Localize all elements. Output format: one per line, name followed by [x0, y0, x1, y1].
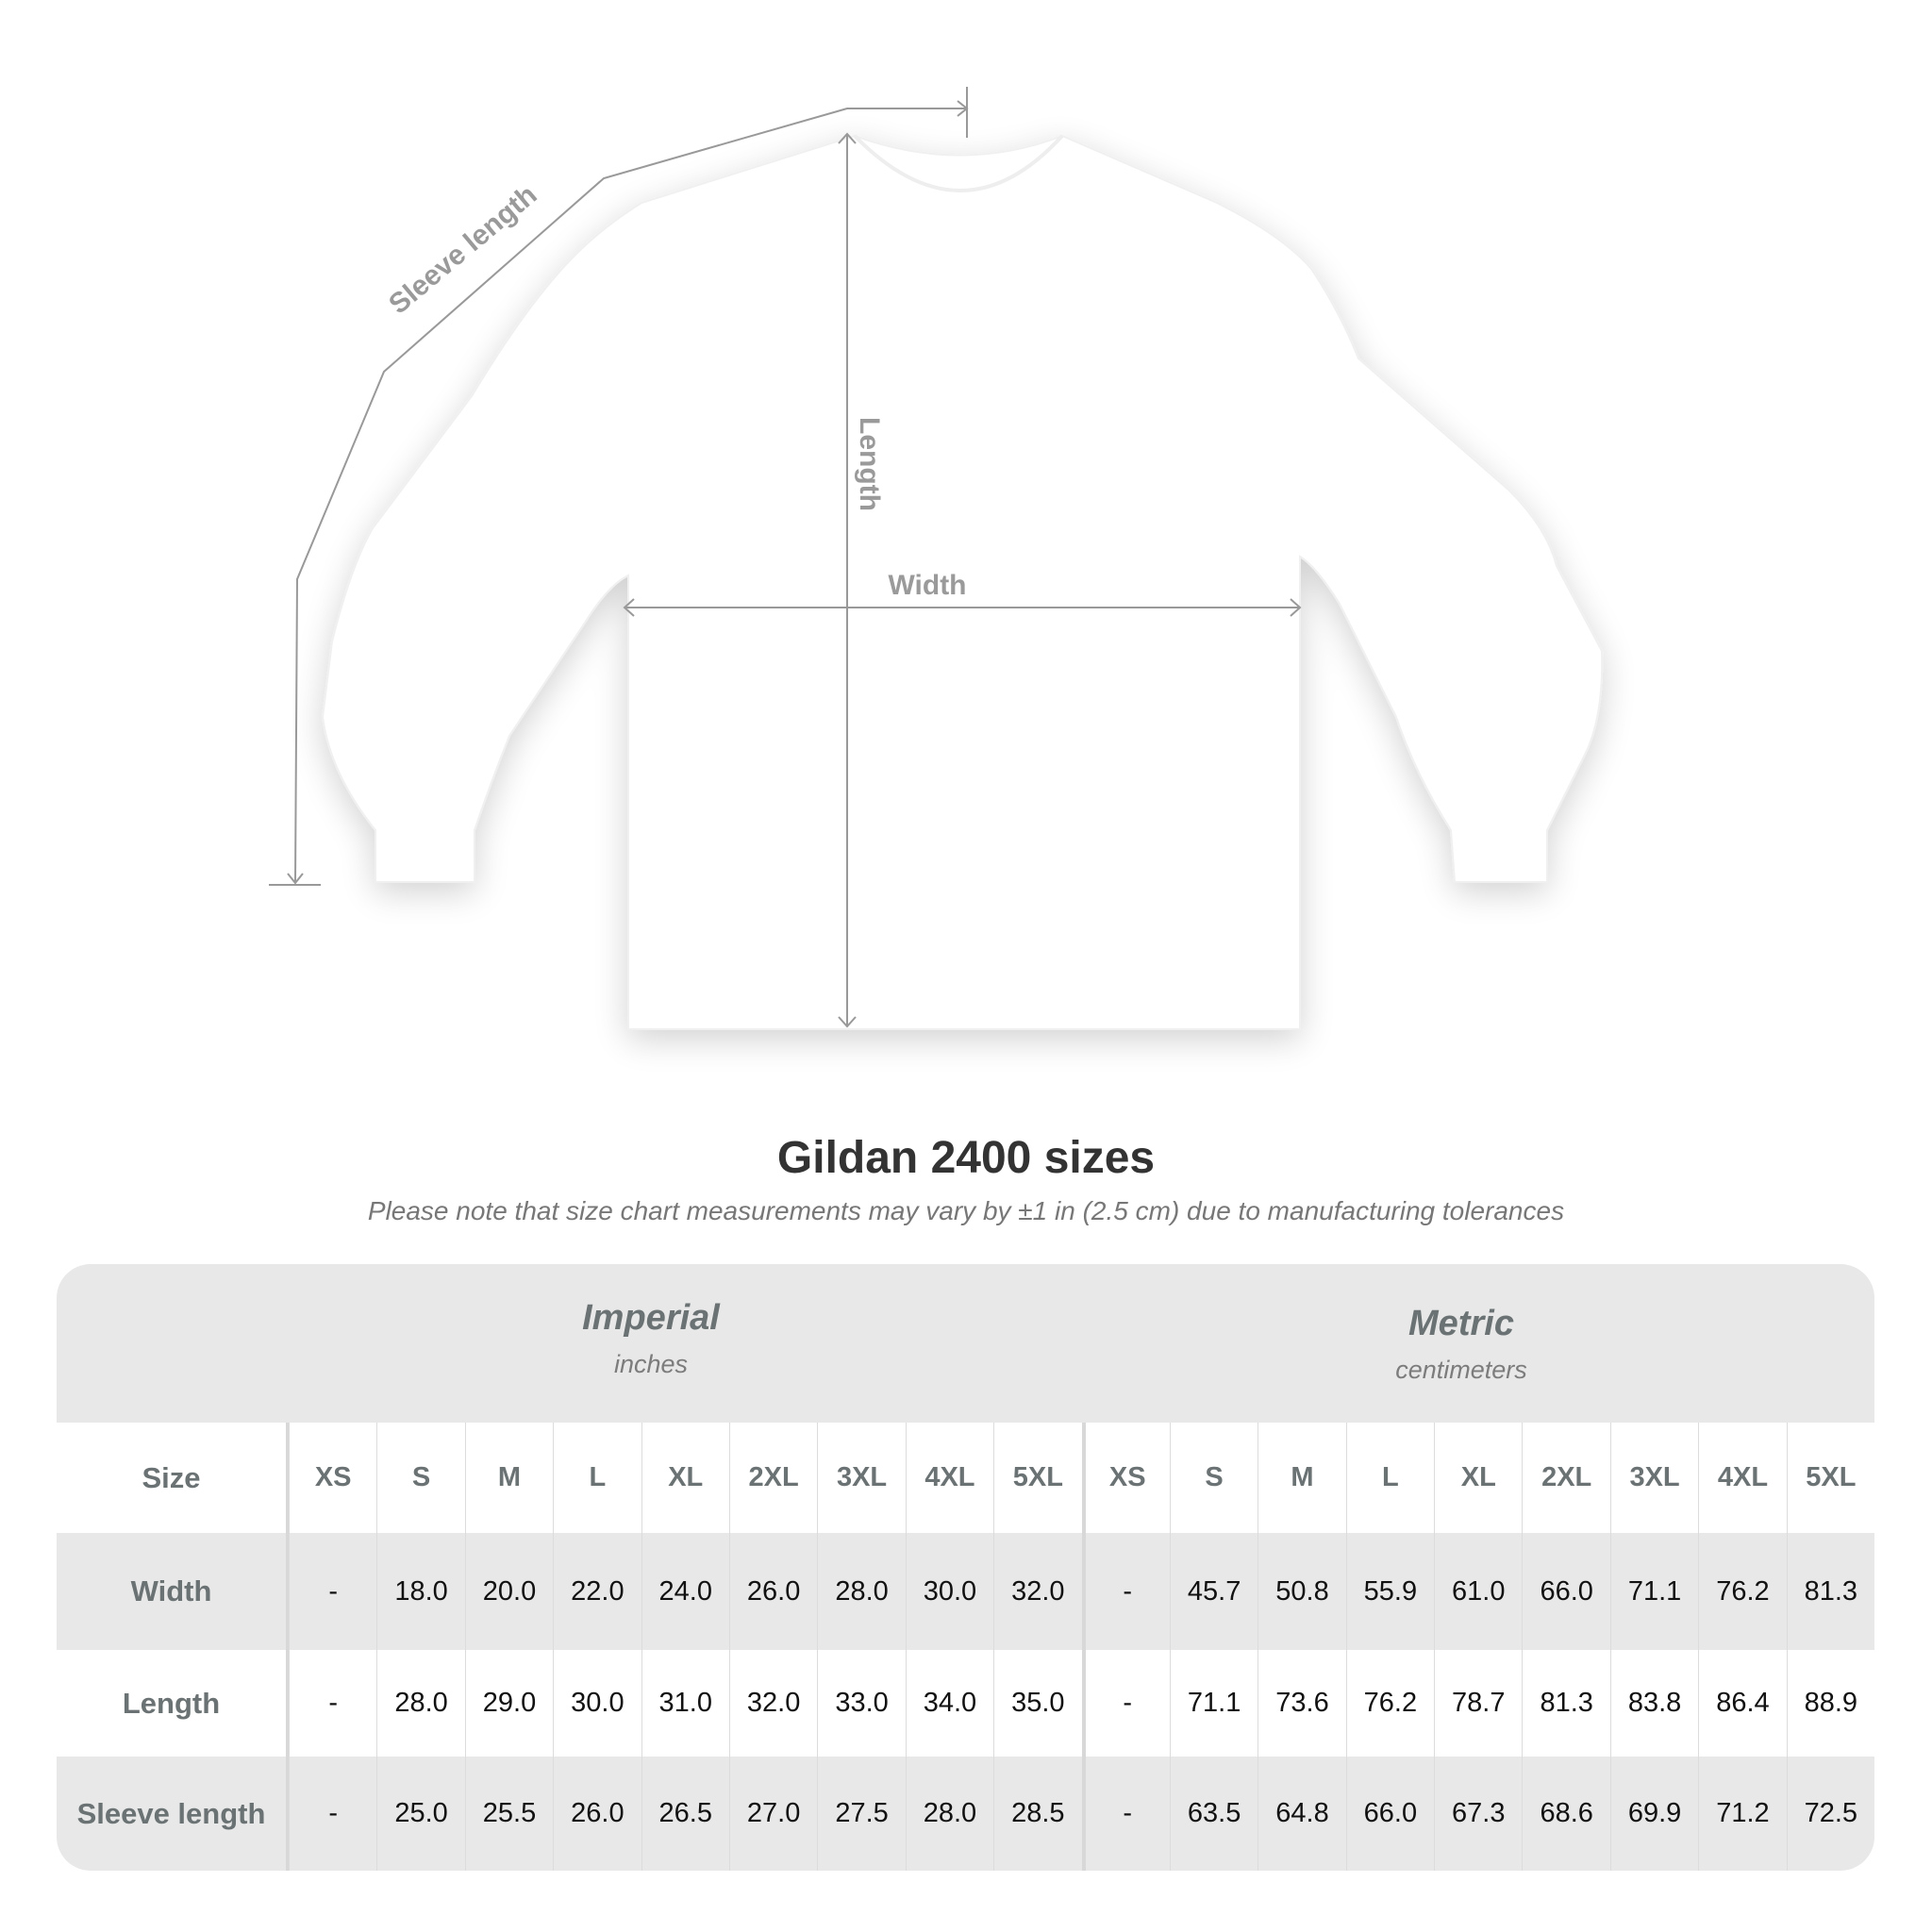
imperial-value-cell: 27.0: [728, 1757, 817, 1871]
page-title: Gildan 2400 sizes: [776, 1133, 1156, 1183]
metric-size-m: M: [1257, 1423, 1345, 1533]
imperial-value-cell: 28.5: [993, 1757, 1081, 1871]
imperial-value-cell: 32.0: [993, 1533, 1081, 1650]
imperial-value-cell: 26.5: [641, 1757, 729, 1871]
tolerance-note: Please note that size chart measurements…: [367, 1196, 1565, 1225]
metric-value-cell: 72.5: [1786, 1757, 1874, 1871]
metric-value-cell: 63.5: [1169, 1757, 1257, 1871]
shirt-illustration: [321, 134, 1604, 1030]
neckline: [853, 134, 1064, 192]
imperial-value-cell: 35.0: [993, 1650, 1081, 1757]
imperial-value-cell: 22.0: [553, 1533, 641, 1650]
metric-size-xs: XS: [1081, 1423, 1170, 1533]
size-table: Imperial inches Metric centimeters Size X…: [57, 1264, 1874, 1871]
metric-value-cell: -: [1081, 1533, 1170, 1650]
metric-value-cell: 64.8: [1257, 1757, 1345, 1871]
imperial-value-cell: 25.0: [376, 1757, 464, 1871]
metric-value-cell: 45.7: [1169, 1533, 1257, 1650]
imperial-value-cell: 29.0: [464, 1650, 553, 1757]
measurement-lines: [269, 87, 1302, 1028]
metric-value-cell: 81.3: [1522, 1650, 1609, 1757]
metric-value-cell: 78.7: [1434, 1650, 1522, 1757]
imperial-value-cell: 30.0: [553, 1650, 641, 1757]
imperial-value-cell: 27.5: [817, 1757, 905, 1871]
row-label: Width: [57, 1533, 289, 1650]
imperial-value-cell: 33.0: [817, 1650, 905, 1757]
length-label: Length: [854, 417, 885, 511]
imperial-size-l: L: [553, 1423, 641, 1533]
metric-size-3xl: 3XL: [1609, 1423, 1698, 1533]
imperial-value-cell: 32.0: [728, 1650, 817, 1757]
metric-value-cell: 86.4: [1698, 1650, 1786, 1757]
imperial-value-cell: 24.0: [641, 1533, 729, 1650]
row-label: Length: [57, 1650, 289, 1757]
metric-value-cell: 66.0: [1345, 1757, 1434, 1871]
table-row: Length -28.0 29.0 30.0 31.0 32.0 33.0 34.0 35.0-…: [57, 1650, 1874, 1757]
metric-value-cell: 71.2: [1698, 1757, 1786, 1871]
metric-size-4xl: 4XL: [1698, 1423, 1786, 1533]
imperial-value-cell: 28.0: [905, 1757, 993, 1871]
imperial-value-cell: -: [289, 1650, 376, 1757]
metric-value-cell: 73.6: [1257, 1650, 1345, 1757]
imperial-unit: inches: [613, 1350, 689, 1378]
imperial-value-cell: 31.0: [641, 1650, 729, 1757]
metric-value-cell: 76.2: [1345, 1650, 1434, 1757]
metric-value-cell: -: [1081, 1757, 1170, 1871]
width-label: Width: [888, 570, 966, 601]
imperial-size-2xl: 2XL: [728, 1423, 817, 1533]
metric-header: Metric centimeters: [1065, 1304, 1857, 1385]
metric-size-xl: XL: [1434, 1423, 1522, 1533]
metric-unit: centimeters: [1395, 1356, 1527, 1384]
imperial-size-5xl: 5XL: [993, 1423, 1081, 1533]
imperial-value-cell: 18.0: [376, 1533, 464, 1650]
metric-value-cell: 83.8: [1609, 1650, 1698, 1757]
sleeve-length-line: [294, 108, 967, 884]
imperial-value-cell: -: [289, 1757, 376, 1871]
metric-value-cell: 50.8: [1257, 1533, 1345, 1650]
row-label: Sleeve length: [57, 1757, 289, 1871]
metric-size-2xl: 2XL: [1522, 1423, 1609, 1533]
metric-value-cell: 71.1: [1609, 1533, 1698, 1650]
metric-value-cell: 67.3: [1434, 1757, 1522, 1871]
metric-value-cell: 66.0: [1522, 1533, 1609, 1650]
shirt-measurement-diagram: Sleeve length Length Width: [269, 87, 1604, 1030]
imperial-value-cell: 26.0: [728, 1533, 817, 1650]
metric-value-cell: -: [1081, 1650, 1170, 1757]
size-header-row: Size XS S M L XL 2XL 3XL 4XL 5XL XS S M L XL 2XL 3XL 4XL 5…: [57, 1423, 1874, 1533]
table-row: Sleeve length -25.0 25.5 26.0 26.5 27.0 27.5 28…: [57, 1757, 1874, 1871]
imperial-value-cell: 34.0: [905, 1650, 993, 1757]
table-row: Width -18.0 20.0 22.0 24.0 26.0 28.0 30.0 32.0-4…: [57, 1533, 1874, 1650]
sleeve-length-label: Sleeve length: [383, 179, 542, 321]
imperial-value-cell: 25.5: [464, 1757, 553, 1871]
imperial-value-cell: 30.0: [905, 1533, 993, 1650]
metric-value-cell: 61.0: [1434, 1533, 1522, 1650]
imperial-title: Imperial: [582, 1298, 720, 1338]
metric-value-cell: 68.6: [1522, 1757, 1609, 1871]
metric-value-cell: 55.9: [1345, 1533, 1434, 1650]
imperial-size-3xl: 3XL: [817, 1423, 905, 1533]
metric-size-5xl: 5XL: [1786, 1423, 1874, 1533]
metric-value-cell: 69.9: [1609, 1757, 1698, 1871]
imperial-value-cell: 28.0: [817, 1533, 905, 1650]
imperial-size-m: M: [464, 1423, 553, 1533]
unit-header-band: [57, 1264, 1874, 1423]
metric-title: Metric: [1408, 1304, 1514, 1343]
imperial-value-cell: 20.0: [464, 1533, 553, 1650]
imperial-size-4xl: 4XL: [905, 1423, 993, 1533]
imperial-size-s: S: [376, 1423, 464, 1533]
metric-size-l: L: [1345, 1423, 1434, 1533]
metric-value-cell: 88.9: [1786, 1650, 1874, 1757]
metric-value-cell: 71.1: [1169, 1650, 1257, 1757]
metric-value-cell: 81.3: [1786, 1533, 1874, 1650]
size-header-label: Size: [57, 1423, 289, 1533]
metric-value-cell: 76.2: [1698, 1533, 1786, 1650]
imperial-value-cell: 28.0: [376, 1650, 464, 1757]
imperial-header: Imperial inches: [255, 1298, 1047, 1379]
metric-size-s: S: [1169, 1423, 1257, 1533]
imperial-value-cell: 26.0: [553, 1757, 641, 1871]
imperial-size-xl: XL: [641, 1423, 729, 1533]
imperial-size-xs: XS: [289, 1423, 376, 1533]
imperial-value-cell: -: [289, 1533, 376, 1650]
